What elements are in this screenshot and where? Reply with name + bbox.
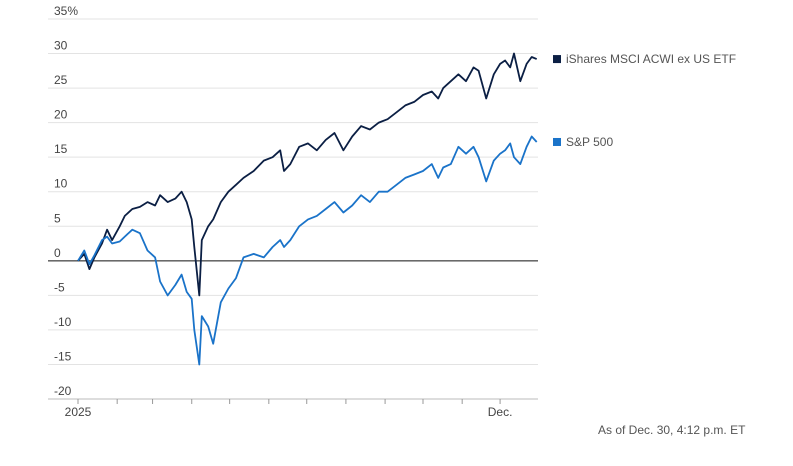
y-tick-label: -20 (54, 384, 72, 398)
y-tick-label: -10 (54, 315, 72, 329)
x-tick-label: Dec. (488, 405, 513, 419)
series-line-1 (77, 135, 538, 366)
legend-swatch (553, 55, 561, 64)
y-tick-label: 0 (54, 246, 61, 260)
y-axis-tick-labels: 35% 30 25 20 15 10 5 0 -5 -10 -15 -20 (54, 4, 78, 398)
series-line-0 (77, 52, 538, 297)
legend-item: iShares MSCI ACWI ex US ETF (553, 52, 736, 66)
series-lines (77, 52, 538, 366)
y-tick-label: -15 (54, 349, 72, 363)
x-axis: 2025 Dec. (48, 398, 538, 419)
y-tick-label: 25 (54, 73, 68, 87)
y-tick-label: 35% (54, 4, 78, 18)
legend-item: S&P 500 (553, 135, 613, 149)
gridlines (48, 18, 538, 400)
y-tick-label: 15 (54, 142, 68, 156)
y-tick-label: 30 (54, 39, 68, 53)
y-tick-label: 20 (54, 108, 68, 122)
legend-swatch (553, 137, 561, 146)
legend-label: iShares MSCI ACWI ex US ETF (566, 52, 736, 66)
legend: iShares MSCI ACWI ex US ETF S&P 500 (553, 52, 736, 149)
y-tick-label: 5 (54, 211, 61, 225)
y-tick-label: 10 (54, 177, 68, 191)
legend-label: S&P 500 (566, 135, 613, 149)
x-tick-label: 2025 (65, 405, 92, 419)
as-of-footnote: As of Dec. 30, 4:12 p.m. ET (598, 423, 746, 437)
y-tick-label: -5 (54, 280, 65, 294)
